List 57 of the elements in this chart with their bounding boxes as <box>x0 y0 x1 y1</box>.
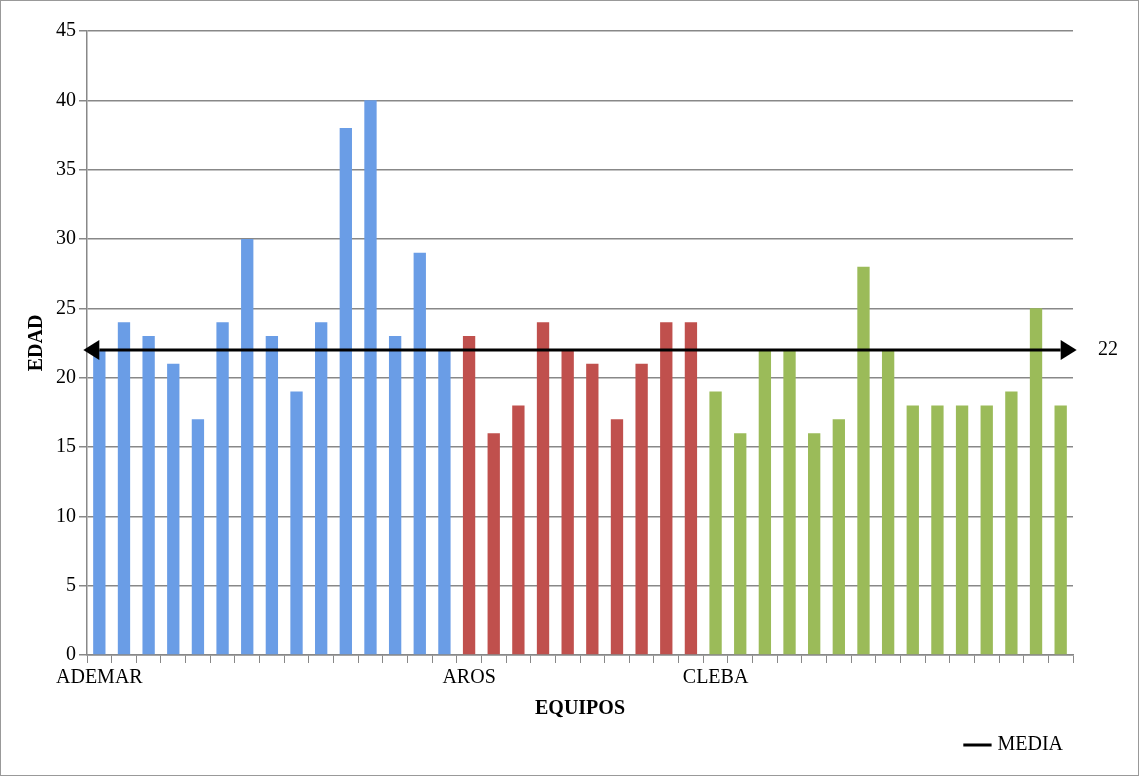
bar <box>339 128 352 655</box>
bar <box>709 391 722 655</box>
bar <box>684 322 698 655</box>
y-tick-label: 15 <box>56 434 76 457</box>
bar <box>586 363 599 655</box>
y-tick-label: 35 <box>56 156 76 179</box>
x-tick-label: ADEMAR <box>55 665 144 688</box>
bar <box>832 419 845 655</box>
bar <box>635 363 648 655</box>
y-tick-label: 0 <box>66 642 76 665</box>
bar <box>660 322 673 655</box>
x-tick-label: AROS <box>442 665 496 688</box>
y-tick-label: 45 <box>56 18 76 41</box>
bar <box>561 349 574 655</box>
y-axis-title: EDAD <box>24 314 47 372</box>
bar <box>536 322 550 655</box>
bar <box>191 419 205 655</box>
bar <box>93 349 106 655</box>
bar <box>808 433 821 655</box>
bar <box>881 349 895 655</box>
x-axis-title: EQUIPOS <box>534 696 626 719</box>
bar <box>783 349 796 655</box>
bar <box>610 419 624 655</box>
bar <box>241 239 254 655</box>
bar <box>462 336 476 655</box>
bar <box>265 336 279 655</box>
bar <box>388 336 402 655</box>
bar <box>117 322 131 655</box>
y-tick-label: 30 <box>56 226 76 249</box>
bar <box>290 391 303 655</box>
y-tick-label: 10 <box>56 503 76 526</box>
y-tick-label: 20 <box>56 364 76 387</box>
bar <box>758 349 772 655</box>
bar <box>487 433 500 655</box>
bar <box>1005 391 1018 655</box>
bar <box>315 322 328 655</box>
x-tick-label: CLEBA <box>682 665 749 688</box>
bar <box>1029 308 1043 655</box>
legend-label: MEDIA <box>997 732 1064 755</box>
bar <box>216 322 229 655</box>
bar <box>413 252 426 655</box>
bar <box>906 405 919 655</box>
bar <box>167 363 180 655</box>
bar <box>512 405 525 655</box>
text: 22 <box>1098 337 1118 360</box>
bar <box>364 100 377 655</box>
bar <box>1054 405 1067 655</box>
bar <box>438 349 451 655</box>
y-tick-label: 40 <box>56 87 76 110</box>
bar <box>734 433 747 655</box>
y-tick-label: 5 <box>66 572 76 595</box>
bar <box>955 405 969 655</box>
bar <box>857 266 870 655</box>
bar <box>142 336 155 655</box>
y-tick-label: 25 <box>56 295 76 318</box>
bar <box>931 405 944 655</box>
bar <box>980 405 993 655</box>
